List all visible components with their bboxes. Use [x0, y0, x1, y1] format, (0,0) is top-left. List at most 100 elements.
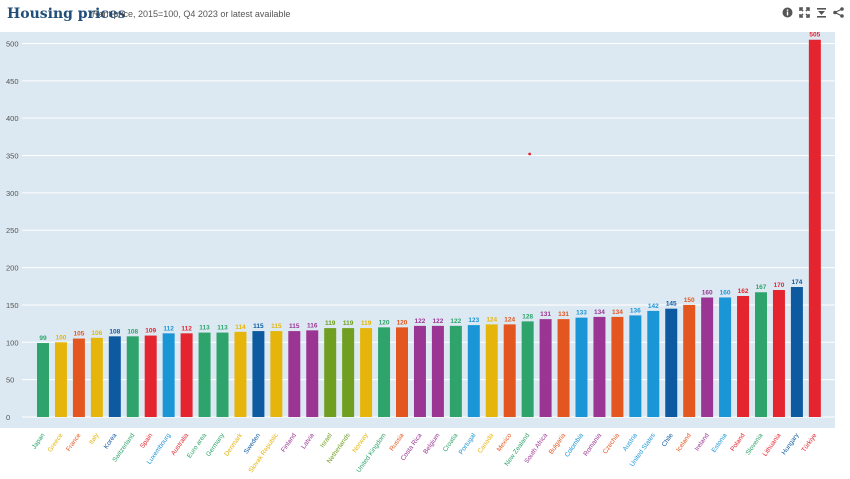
- x-tick-label: Colombia: [564, 432, 586, 459]
- data-label: 123: [468, 317, 479, 324]
- bar: [808, 39, 821, 418]
- data-label: 112: [163, 325, 174, 332]
- download-icon[interactable]: [816, 7, 827, 18]
- y-tick-label: 50: [6, 376, 14, 385]
- data-label: 122: [450, 318, 461, 325]
- y-tick-label: 100: [6, 338, 19, 347]
- bar: [737, 295, 750, 417]
- x-tick-label: Greece: [47, 432, 65, 454]
- bar: [270, 331, 283, 417]
- x-tick-label: Lithuania: [762, 432, 783, 458]
- data-label: 99: [39, 335, 47, 342]
- x-tick-label: Latvia: [300, 432, 316, 451]
- share-icon[interactable]: [833, 7, 844, 18]
- x-tick-label: Romania: [582, 432, 603, 458]
- x-tick-label: Finland: [280, 432, 298, 454]
- data-label: 120: [397, 319, 408, 326]
- data-label: 162: [738, 288, 749, 295]
- info-icon[interactable]: [782, 7, 793, 18]
- data-label: 115: [289, 323, 300, 330]
- bar: [647, 310, 660, 417]
- data-label: 174: [791, 279, 802, 286]
- bar: [126, 336, 139, 417]
- y-tick-label: 300: [6, 189, 19, 198]
- bar: [611, 316, 624, 417]
- data-label: 142: [648, 303, 659, 310]
- bar: [108, 336, 121, 417]
- data-label: 119: [361, 320, 372, 327]
- y-tick-label: 150: [6, 301, 19, 310]
- bar: [360, 328, 373, 417]
- bar: [431, 325, 444, 417]
- x-tick-label: Norway: [351, 432, 370, 455]
- chart-subtitle: Rent price, 2015=100, Q4 2023 or latest …: [92, 9, 291, 19]
- bar: [485, 324, 498, 417]
- bar: [144, 335, 157, 417]
- y-tick-label: 500: [6, 39, 19, 48]
- bar: [234, 331, 247, 417]
- data-label: 116: [307, 322, 318, 329]
- data-label: 119: [343, 320, 354, 327]
- bar: [288, 331, 301, 417]
- data-label: 134: [594, 309, 605, 316]
- chart-title: Housing prices: [7, 6, 126, 22]
- bar: [324, 328, 337, 417]
- data-label: 115: [253, 323, 264, 330]
- bar: [198, 332, 211, 417]
- bar-chart: 0 50 100 150 200 250 300 350 400 450 500 99 Japan 100…: [0, 32, 835, 474]
- data-label: 120: [379, 319, 390, 326]
- bar: [216, 332, 229, 417]
- data-label: 167: [756, 284, 767, 291]
- x-tick-label: Türkiye: [801, 432, 819, 454]
- data-label: 108: [127, 328, 138, 335]
- bar: [413, 325, 426, 417]
- chart-header: Housing prices Rent price, 2015=100, Q4 …: [0, 0, 850, 28]
- data-label: 105: [73, 331, 84, 338]
- data-label: 124: [486, 316, 497, 323]
- x-tick-label: Portugal: [458, 432, 478, 456]
- data-label: 109: [145, 328, 156, 335]
- bar: [521, 321, 534, 417]
- x-tick-label: Italy: [88, 432, 101, 446]
- data-label: 145: [666, 301, 677, 308]
- x-tick-label: Ireland: [694, 432, 711, 453]
- bar: [701, 297, 714, 417]
- bar: [683, 304, 696, 417]
- data-label: 170: [774, 282, 785, 289]
- x-tick-label: France: [65, 432, 83, 453]
- x-tick-label: Chile: [661, 432, 675, 448]
- data-label: 124: [504, 316, 515, 323]
- x-tick-label: Denmark: [223, 432, 244, 458]
- data-label: 100: [56, 334, 67, 341]
- x-tick-label: Czechia: [602, 432, 621, 456]
- x-tick-label: Japan: [31, 432, 47, 451]
- data-label: 160: [702, 289, 713, 296]
- y-tick-label: 200: [6, 264, 19, 273]
- bar: [539, 319, 552, 417]
- bar: [557, 319, 570, 417]
- y-tick-label: 450: [6, 77, 19, 86]
- bar: [575, 317, 588, 417]
- x-tick-label: Estonia: [711, 432, 729, 454]
- bar: [306, 330, 319, 417]
- x-tick-label: Korea: [103, 432, 119, 451]
- x-tick-label: Hungary: [781, 432, 801, 457]
- fullscreen-icon[interactable]: [799, 7, 810, 18]
- x-tick-label: Belgium: [422, 432, 441, 455]
- data-label: 131: [540, 311, 551, 318]
- y-tick-label: 400: [6, 114, 19, 123]
- bar: [449, 325, 462, 417]
- bar: [37, 343, 49, 417]
- data-label: 112: [181, 325, 192, 332]
- data-label: 113: [199, 325, 210, 332]
- data-label: 128: [522, 313, 533, 320]
- data-label: 122: [415, 318, 426, 325]
- bar: [503, 324, 516, 417]
- bar: [162, 333, 175, 417]
- bar: [772, 290, 785, 417]
- data-label: 133: [576, 310, 587, 317]
- y-tick-label: 250: [6, 226, 19, 235]
- bar: [467, 325, 480, 417]
- bar: [719, 297, 732, 417]
- data-label: 136: [630, 307, 641, 314]
